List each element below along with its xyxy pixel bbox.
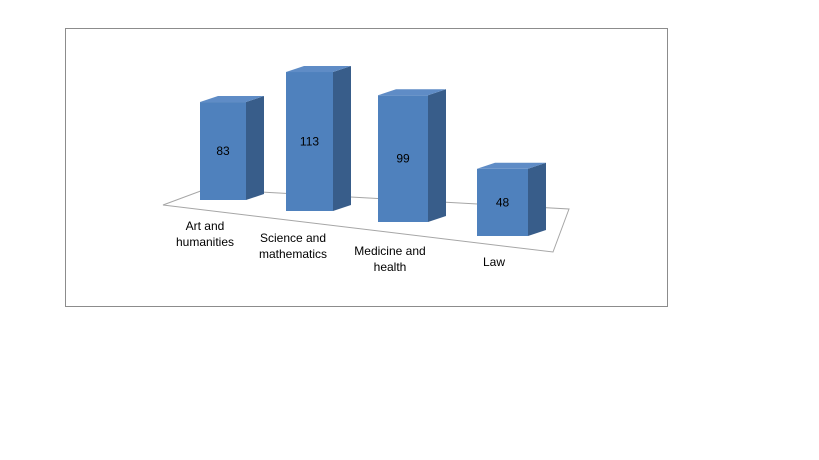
bar-side <box>528 162 546 236</box>
x-tick-label: Science and mathematics <box>259 231 327 261</box>
data-label: 83 <box>216 144 230 158</box>
bar-front <box>200 102 246 200</box>
bar <box>286 66 351 211</box>
bar-front <box>286 72 333 211</box>
bar-top <box>477 162 546 169</box>
x-tick-label: Law <box>483 255 505 269</box>
bar-front <box>477 168 528 236</box>
bar-side <box>428 89 446 222</box>
data-label: 99 <box>396 152 410 166</box>
bar-top <box>378 89 446 96</box>
bar-front <box>378 95 428 222</box>
bar <box>378 89 446 222</box>
bar <box>477 162 546 236</box>
bar-top <box>200 96 264 103</box>
bar <box>200 96 264 200</box>
bar-top <box>286 66 351 73</box>
data-label: 113 <box>300 135 319 149</box>
bar-side <box>246 96 264 200</box>
x-tick-label: Art and humanities <box>176 219 234 249</box>
bar-side <box>333 66 351 211</box>
chart-frame <box>65 28 668 307</box>
floor <box>162 188 570 253</box>
data-label: 48 <box>496 195 510 209</box>
x-tick-label: Medicine and health <box>354 244 425 274</box>
